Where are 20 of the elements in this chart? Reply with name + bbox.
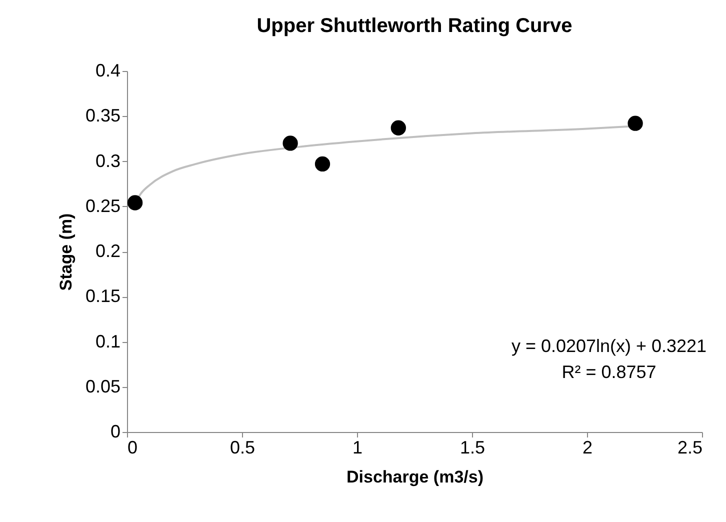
y-tick-label: 0.05 [85,376,120,396]
annotation: R² = 0.8757 [562,362,656,382]
x-tick-label: 2.5 [677,438,702,458]
y-axis-title: Stage (m) [56,213,76,291]
y-tick-label: 0.2 [95,241,120,261]
y-tick-label: 0.4 [95,60,120,80]
x-axis-title: Discharge (m3/s) [346,468,484,486]
x-tick-label: 2 [582,438,593,458]
x-tick-label: 0.5 [230,438,256,458]
x-tick-label: 1.5 [460,438,486,458]
x-tick-label: 0 [128,438,138,458]
y-tick-label: 0.1 [95,331,120,352]
y-tick-label: 0.15 [85,286,120,306]
y-tick-label: 0 [110,422,120,442]
y-tick-label: 0.3 [95,150,120,171]
y-tick-label: 0.25 [85,196,120,216]
x-tick-label: 1 [352,438,363,458]
y-tick-label: 0.35 [85,106,120,126]
annotation: y = 0.0207ln(x) + 0.3221 [511,336,707,356]
chart-title: Upper Shuttleworth Rating Curve [256,15,572,37]
